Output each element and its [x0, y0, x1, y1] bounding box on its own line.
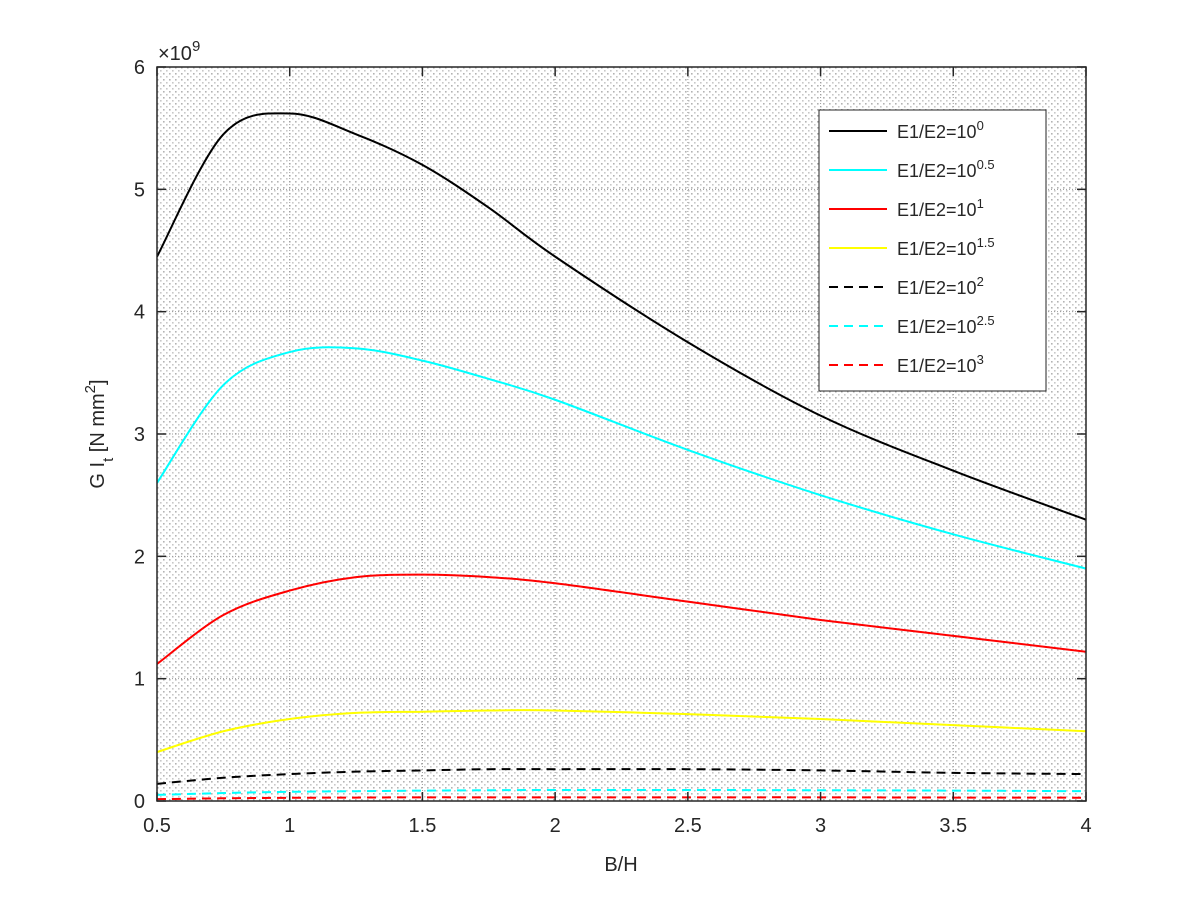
series-line-5	[157, 768, 1086, 785]
legend-label-2: E1/E2=100.5	[897, 157, 995, 181]
legend-label-3: E1/E2=101	[897, 196, 984, 220]
y-tick-label: 4	[134, 302, 145, 324]
legend: E1/E2=100 E1/E2=100.5 E1/E2=101 E1/E2=101.5…	[818, 109, 1047, 392]
legend-entries: E1/E2=100 E1/E2=100.5 E1/E2=101 E1/E2=101.5…	[829, 118, 995, 376]
x-tick-label: 2	[550, 815, 561, 837]
x-tick-label: 3	[815, 815, 826, 837]
series-line-4	[157, 709, 1086, 754]
y-tick-label: 3	[134, 424, 145, 446]
y-axis-label: G It [N mm2]	[82, 379, 117, 488]
y-tick-label: 1	[134, 669, 145, 691]
x-tick-label: 2.5	[674, 815, 702, 837]
legend-label-6: E1/E2=102.5	[897, 313, 995, 337]
x-axis-ticks: 0.5 1 1.5 2 2.5 3 3.5 4	[143, 67, 1092, 837]
series-line-2	[157, 346, 1086, 570]
y-tick-label: 0	[134, 791, 145, 813]
series-line-3	[157, 573, 1086, 665]
series-line-6	[157, 788, 1086, 796]
legend-label-4: E1/E2=101.5	[897, 235, 995, 259]
y-tick-label: 6	[134, 57, 145, 79]
y-tick-label: 2	[134, 546, 145, 568]
legend-label-5: E1/E2=102	[897, 274, 984, 298]
x-axis-label: B/H	[604, 854, 637, 876]
legend-label-1: E1/E2=100	[897, 118, 984, 142]
x-tick-label: 3.5	[939, 815, 967, 837]
legend-label-7: E1/E2=103	[897, 352, 984, 376]
legend-box	[818, 109, 1047, 392]
series-layer	[157, 112, 1086, 801]
series-line-1	[157, 112, 1086, 521]
y-tick-label: 5	[134, 179, 145, 201]
y-axis-exponent: ×109	[158, 38, 200, 65]
x-tick-label: 1	[284, 815, 295, 837]
x-tick-label: 4	[1080, 815, 1091, 837]
y-axis-ticks: 0 1 2 3 4 5 6	[134, 57, 1086, 813]
series-line-7	[157, 796, 1086, 801]
x-tick-label: 1.5	[409, 815, 437, 837]
x-tick-label: 0.5	[143, 815, 171, 837]
